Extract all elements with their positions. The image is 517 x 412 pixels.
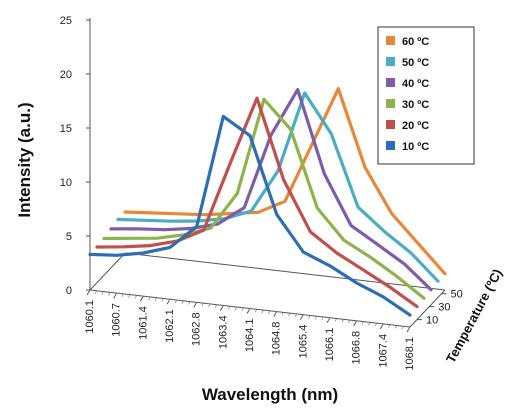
legend-label: 10 ºC [402, 141, 429, 153]
x-minor-tick [334, 318, 337, 322]
x-minor-tick [321, 316, 324, 321]
x-minor-tick [174, 299, 177, 304]
x-minor-tick [94, 290, 97, 294]
x-minor-tick [354, 320, 357, 324]
z-tick-label: 30 [438, 302, 450, 314]
x-minor-tick [274, 311, 277, 315]
x-tick-label: 1064.1 [244, 319, 256, 353]
x-minor-tick [288, 312, 291, 317]
x-minor-tick [381, 323, 384, 328]
x-minor-tick [194, 302, 197, 306]
x-minor-tick [361, 321, 364, 325]
x-minor-tick [374, 322, 377, 327]
x-tick-label: 1065.4 [297, 325, 309, 359]
x-tick-label: 1063.4 [217, 315, 229, 349]
x-minor-tick [154, 297, 157, 301]
legend-swatch [386, 57, 395, 66]
x-minor-tick [261, 309, 264, 314]
x-minor-tick [328, 317, 331, 321]
floor-right-edge [409, 289, 446, 328]
x-minor-tick [348, 319, 351, 324]
x-minor-tick [254, 309, 257, 313]
x-minor-tick [248, 308, 251, 312]
legend-label: 20 ºC [402, 120, 429, 132]
x-minor-tick [388, 324, 391, 328]
x-tick-label: 1066.8 [351, 331, 363, 365]
legend-swatch [386, 99, 395, 108]
y-tick-label: 10 [60, 177, 72, 189]
z-tick-label: 50 [451, 289, 463, 301]
x-tick-label: 1062.1 [164, 309, 176, 343]
series-line [102, 97, 426, 300]
x-minor-tick [301, 314, 304, 318]
x-minor-tick [101, 291, 104, 295]
x-minor-tick [88, 289, 91, 294]
x-minor-tick [234, 306, 237, 311]
legend: 60 ºC 50 ºC 40 ºC 30 ºC 20 ºC 10 ºC [377, 26, 475, 165]
legend-label: 60 ºC [402, 36, 429, 48]
floor-left-edge [89, 252, 126, 291]
legend-swatch [386, 141, 395, 150]
x-minor-tick [228, 306, 231, 310]
x-minor-tick [368, 322, 371, 326]
legend-swatch [386, 36, 395, 45]
x-minor-tick [268, 310, 271, 314]
legend-swatch [386, 120, 395, 129]
y-tick-label: 15 [60, 123, 72, 135]
floor-back-edge [124, 252, 446, 291]
x-minor-tick [214, 304, 217, 308]
x-tick-label: 1062.8 [191, 312, 203, 346]
x-tick-label: 1064.8 [271, 322, 283, 356]
y-axis-title: Intensity (a.u.) [15, 102, 34, 217]
x-minor-tick [341, 319, 344, 323]
x-minor-tick [121, 293, 124, 298]
x-minor-tick [108, 292, 111, 296]
x-tick-label: 1066.1 [324, 328, 336, 362]
x-minor-tick [168, 299, 171, 303]
x-minor-tick [401, 326, 404, 330]
legend-label: 40 ºC [402, 78, 429, 90]
y-tick-label: 5 [66, 231, 72, 243]
legend-swatch [386, 78, 395, 87]
x-tick-label: 1067.4 [377, 334, 389, 368]
y-tick-label: 20 [60, 69, 72, 81]
x-minor-tick [188, 301, 191, 305]
x-minor-tick [314, 316, 317, 320]
x-minor-tick [208, 303, 211, 308]
x-minor-tick [281, 312, 284, 316]
x-minor-tick [294, 313, 297, 318]
series-line [123, 87, 447, 276]
x-minor-tick [148, 296, 151, 301]
x-minor-tick [221, 305, 224, 309]
x-minor-tick [134, 295, 137, 299]
x-tick-label: 1068.1 [404, 337, 416, 371]
z-tick-label: 10 [426, 315, 438, 327]
x-tick-label: 1060.7 [111, 303, 123, 337]
legend-label: 30 ºC [402, 99, 429, 111]
x-minor-tick [308, 315, 311, 319]
x-minor-tick [201, 302, 204, 307]
series-line [95, 96, 419, 309]
x-minor-tick [181, 300, 184, 304]
x-tick-label: 1061.4 [137, 306, 149, 340]
x-minor-tick [141, 296, 144, 300]
series-line [116, 91, 440, 283]
y-tick-label: 0 [66, 285, 72, 297]
x-minor-tick [114, 292, 117, 297]
x-tick-label: 1060.1 [84, 300, 96, 334]
x-minor-tick [128, 294, 131, 298]
legend-label: 50 ºC [402, 57, 429, 69]
x-minor-tick [408, 326, 411, 331]
x-minor-tick [394, 325, 397, 329]
series-line [88, 114, 412, 317]
series-line [109, 87, 433, 292]
x-minor-tick [241, 307, 244, 311]
x-axis-title: Wavelength (nm) [202, 385, 338, 404]
y-tick-label: 25 [60, 15, 72, 27]
z-axis-title: Temperature (ºC) [443, 266, 505, 365]
x-minor-tick [161, 298, 164, 302]
